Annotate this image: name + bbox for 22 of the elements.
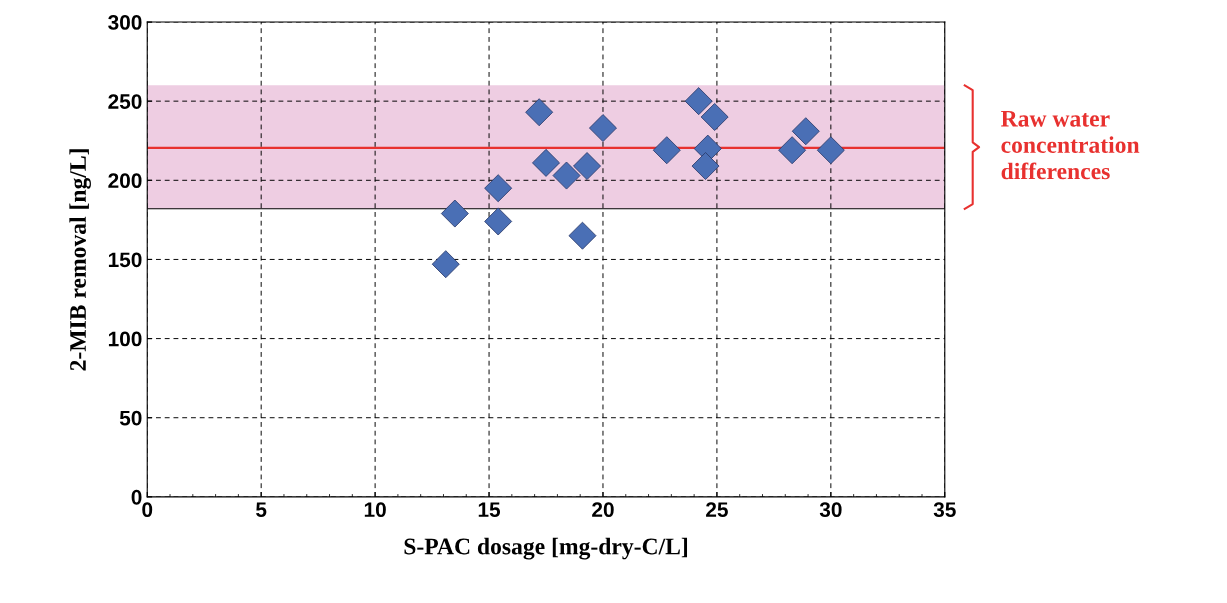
y-tick-label: 250 [108,94,142,109]
x-tick-label: 20 [592,502,614,518]
y-tick-label: 0 [131,489,142,505]
point [816,136,845,165]
y-tick-label: 200 [108,173,142,189]
y-axis-title: 2-MIB removal [ng/L] [69,149,91,371]
x-axis-title: S-PAC dosage [mg-dry-C/L] [404,537,688,560]
y-tick-label: 100 [108,331,142,347]
x-tick-label: 35 [933,502,956,518]
x-tick-label: 10 [364,502,386,518]
point [684,87,713,116]
x-tick-label: 30 [819,502,842,518]
band-label: Raw water concentration differences [1001,110,1140,180]
x-tick-label: 15 [478,502,501,518]
point [691,152,720,181]
y-tick-label: 50 [119,410,142,426]
point [568,221,597,250]
y-tick-label: 150 [108,252,142,268]
x-tick-label: 0 [142,502,153,518]
x-tick-label: 25 [706,502,728,518]
x-tick-label: 5 [256,502,267,518]
y-tick-label: 300 [108,15,142,30]
